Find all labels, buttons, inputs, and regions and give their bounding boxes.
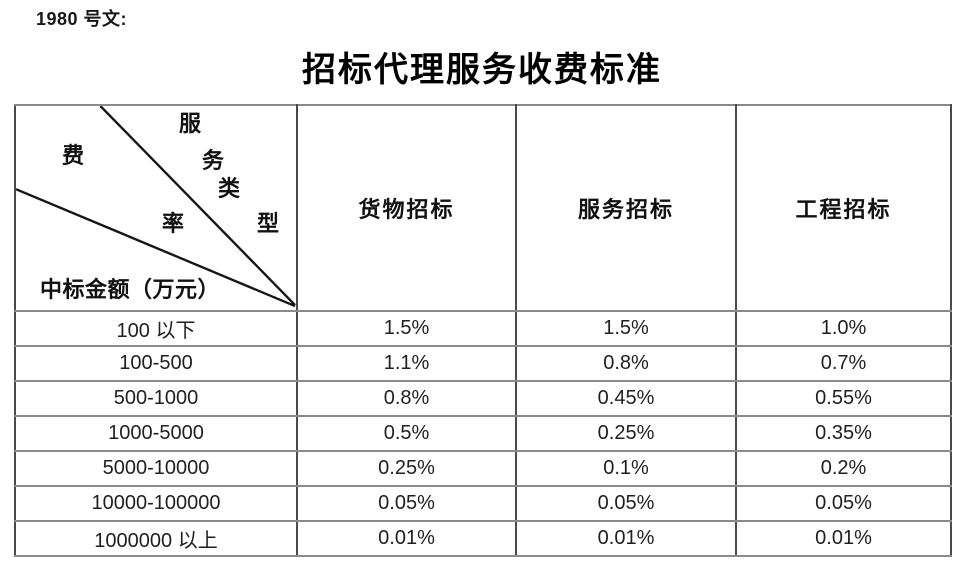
table-row: 1000-5000 0.5% 0.25% 0.35%	[14, 415, 952, 452]
fee-rate-cell: 0.8%	[296, 380, 517, 417]
fee-rate-cell: 0.8%	[515, 345, 737, 382]
fee-rate-cell: 0.05%	[296, 485, 517, 522]
table-row: 10000-100000 0.05% 0.05% 0.05%	[14, 485, 952, 522]
column-header-goods-bidding: 货物招标	[296, 104, 517, 312]
header-row: 服 务 类 型 费 率 中标金额（万元） 货物招标 服务招标 工程招标	[14, 104, 952, 312]
fee-rate-cell: 0.7%	[735, 345, 952, 382]
fee-rate-cell: 0.25%	[296, 450, 517, 487]
diagonal-header-cell: 服 务 类 型 费 率 中标金额（万元）	[14, 104, 298, 312]
fee-rate-cell: 1.5%	[515, 310, 737, 347]
corner-service-type-char: 型	[257, 211, 280, 236]
fee-rate-cell: 0.5%	[296, 415, 517, 452]
column-header-works-bidding: 工程招标	[735, 104, 952, 312]
fee-rate-cell: 0.55%	[735, 380, 952, 417]
fee-rate-cell: 1.0%	[735, 310, 952, 347]
amount-range-cell: 1000-5000	[14, 415, 298, 452]
corner-service-type-char: 类	[218, 176, 241, 201]
doc-reference: 1980 号文:	[36, 9, 128, 29]
fee-rate-cell: 1.1%	[296, 345, 517, 382]
table-row: 1000000 以上 0.01% 0.01% 0.01%	[14, 520, 952, 557]
fee-rate-cell: 0.45%	[515, 380, 737, 417]
table-row: 5000-10000 0.25% 0.1% 0.2%	[14, 450, 952, 487]
fee-rate-cell: 0.35%	[735, 415, 952, 452]
corner-fee-rate-char: 费	[62, 143, 85, 168]
fee-rate-cell: 1.5%	[296, 310, 517, 347]
amount-range-cell: 100 以下	[14, 310, 298, 347]
amount-range-cell: 5000-10000	[14, 450, 298, 487]
table-row: 100-500 1.1% 0.8% 0.7%	[14, 345, 952, 382]
amount-range-cell: 100-500	[14, 345, 298, 382]
amount-range-cell: 1000000 以上	[14, 520, 298, 557]
fee-table: 服 务 类 型 费 率 中标金额（万元） 货物招标 服务招标 工程招标 100 …	[14, 104, 952, 557]
fee-rate-cell: 0.1%	[515, 450, 737, 487]
fee-rate-cell: 0.01%	[735, 520, 952, 557]
fee-rate-cell: 0.01%	[296, 520, 517, 557]
fee-rate-cell: 0.01%	[515, 520, 737, 557]
corner-amount-label: 中标金额（万元）	[40, 277, 221, 302]
fee-rate-cell: 0.05%	[735, 485, 952, 522]
corner-service-type-char: 务	[202, 148, 225, 173]
table-row: 500-1000 0.8% 0.45% 0.55%	[14, 380, 952, 417]
diagonal-divider-lines	[16, 106, 296, 308]
table-row: 100 以下 1.5% 1.5% 1.0%	[14, 310, 952, 347]
column-header-service-bidding: 服务招标	[515, 104, 737, 312]
corner-service-type-char: 服	[179, 111, 202, 136]
fee-rate-cell: 0.25%	[515, 415, 737, 452]
page-title: 招标代理服务收费标准	[302, 52, 662, 89]
corner-fee-rate-char: 率	[162, 211, 185, 236]
fee-rate-cell: 0.2%	[735, 450, 952, 487]
fee-rate-cell: 0.05%	[515, 485, 737, 522]
amount-range-cell: 10000-100000	[14, 485, 298, 522]
amount-range-cell: 500-1000	[14, 380, 298, 417]
